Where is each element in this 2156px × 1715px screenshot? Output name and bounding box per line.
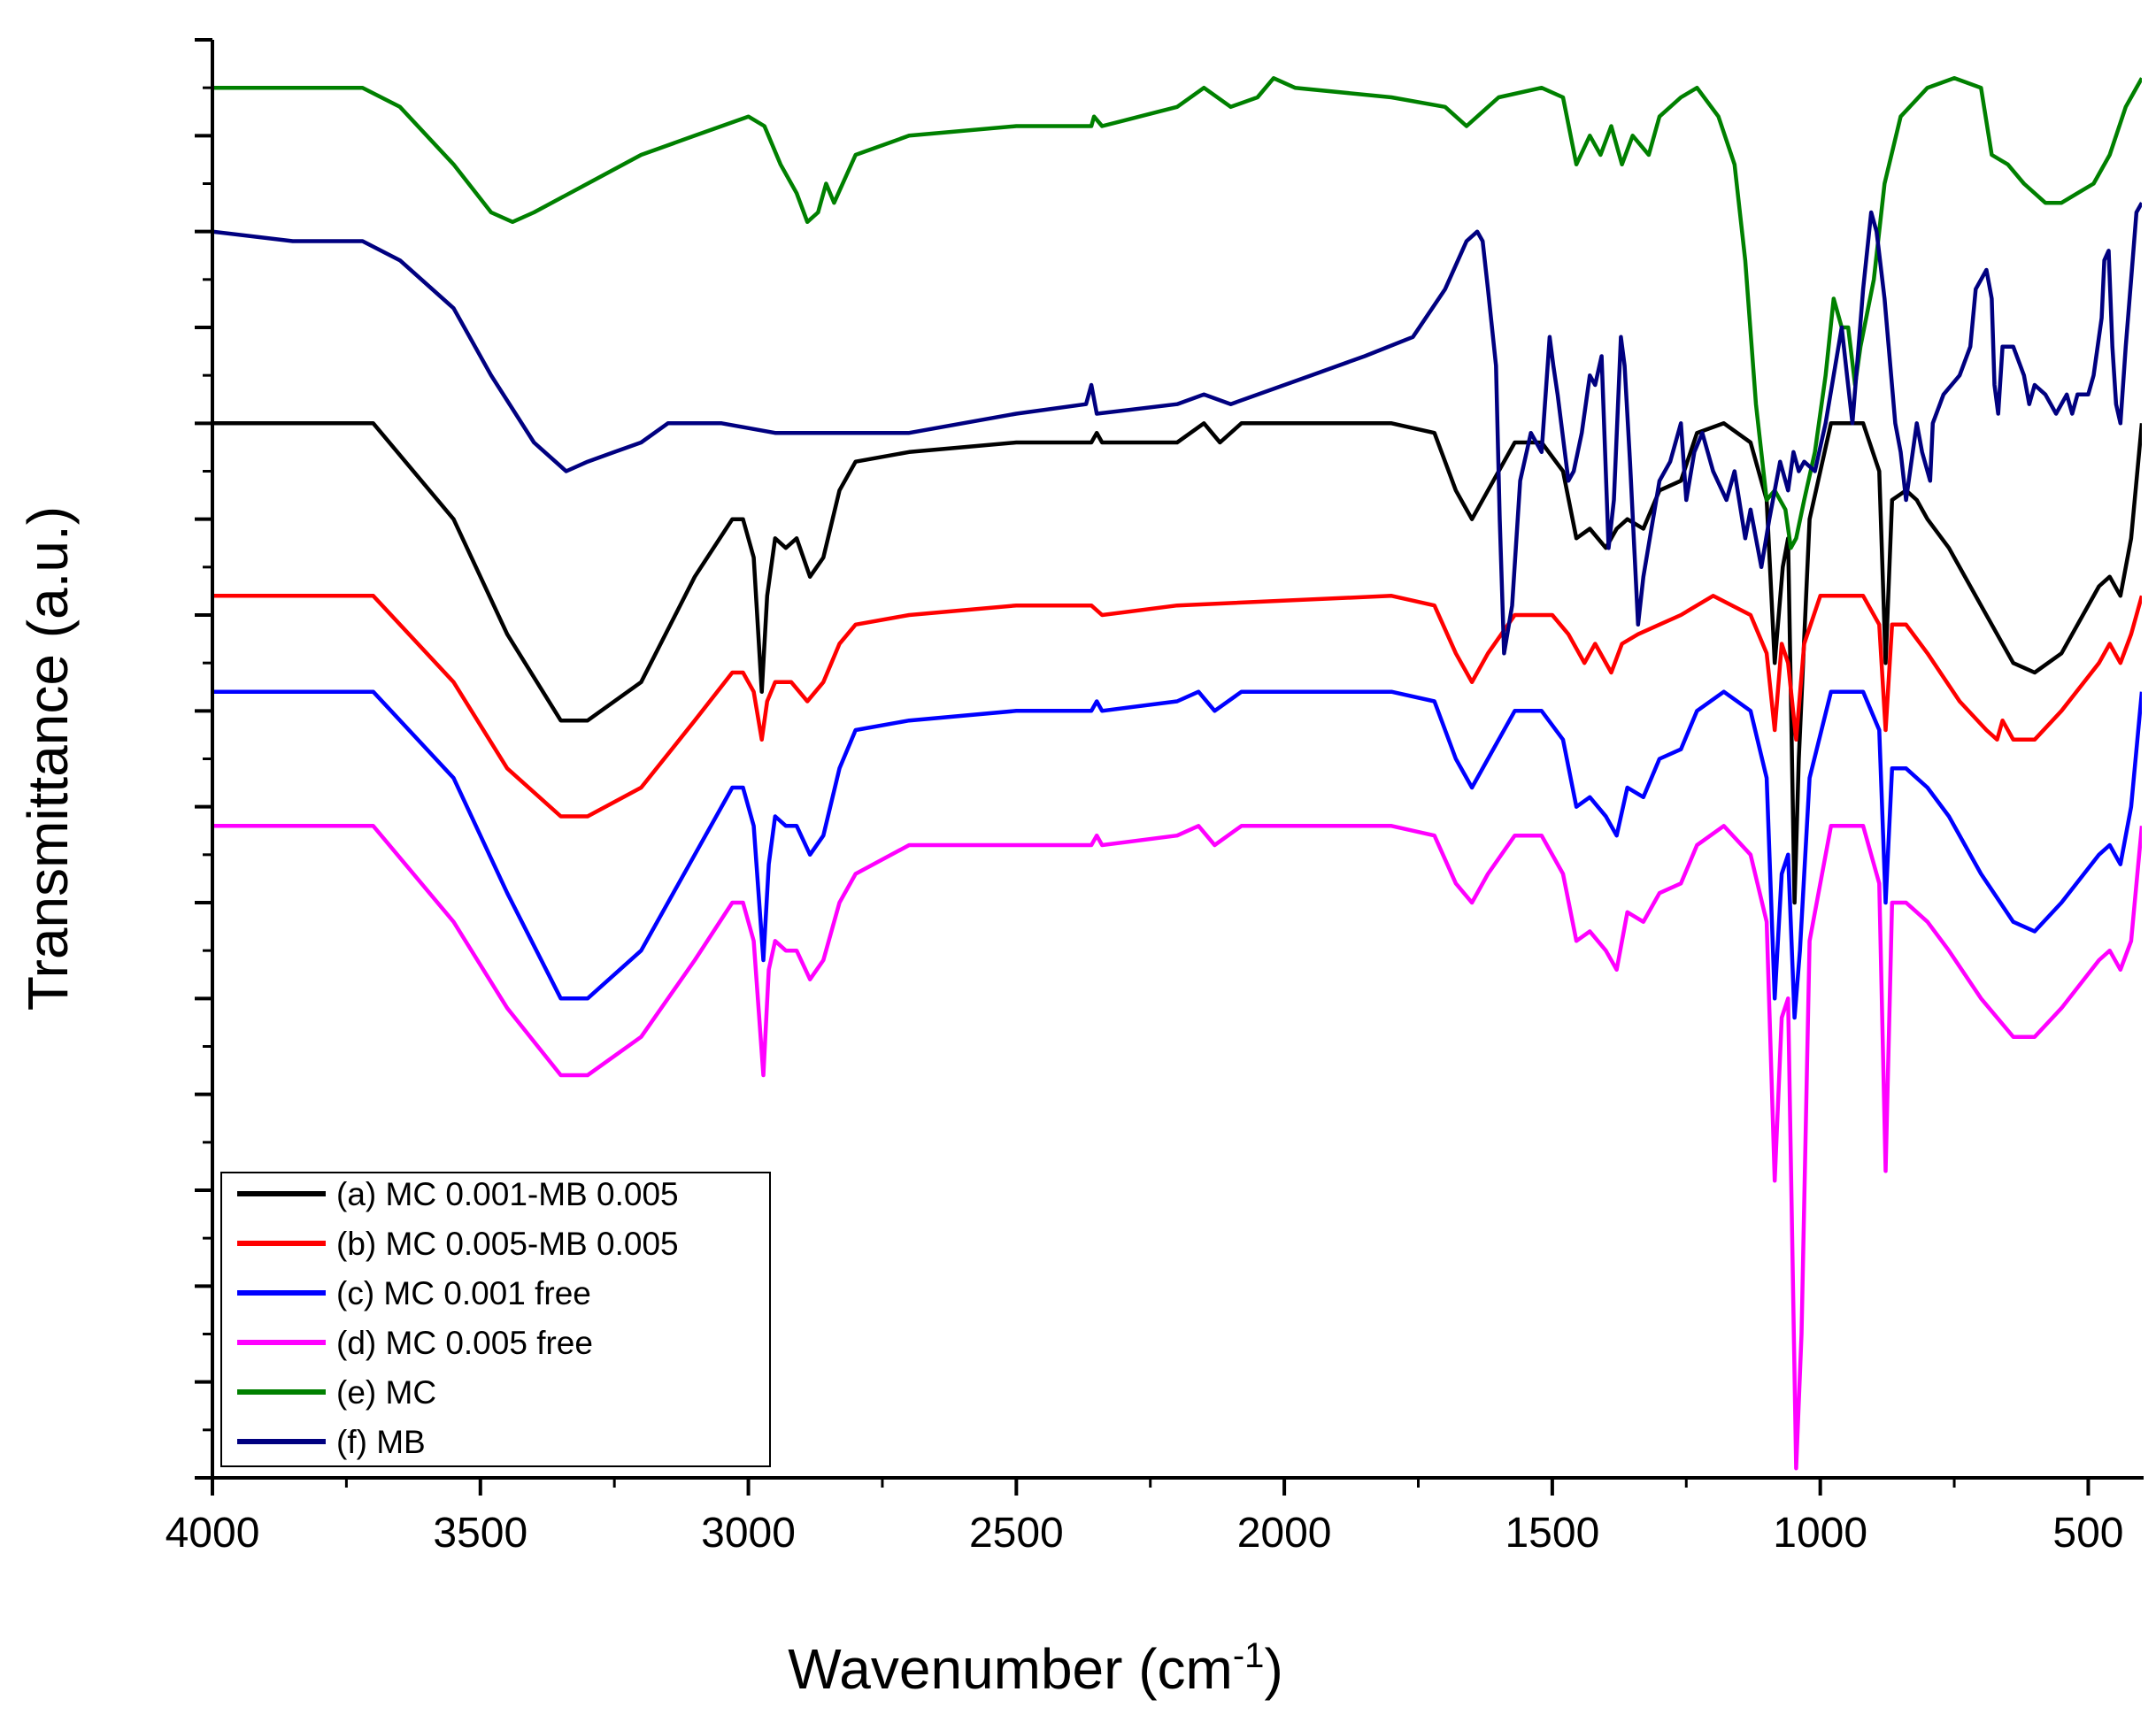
series-layer: [212, 76, 2142, 1471]
x-axis-title-sup: -1: [1233, 1636, 1265, 1675]
series-line: [212, 594, 2142, 819]
series-line: [212, 689, 2142, 1020]
series-line: [212, 824, 2142, 1471]
axes: 4000 3500 3000 2500 2000 1500 1000 500: [166, 38, 2144, 1557]
y-axis-title: Transmittance (a.u.): [16, 506, 80, 1011]
legend-label: (d) MC 0.005 free: [336, 1325, 593, 1361]
x-tick-label: 3000: [701, 1510, 796, 1557]
series-line: [212, 421, 2142, 905]
x-axis-title-close: ): [1264, 1637, 1282, 1701]
x-tick-label: 2000: [1237, 1510, 1332, 1557]
legend-label: (b) MC 0.005-MB 0.005: [336, 1226, 679, 1262]
series-line: [212, 202, 2142, 656]
legend-label: (f) MB: [336, 1424, 426, 1460]
y-ticks: [195, 38, 212, 1480]
series-line: [212, 76, 2142, 550]
legend: (a) MC 0.001-MB 0.005 (b) MC 0.005-MB 0.0…: [220, 1172, 771, 1467]
x-tick-label: 4000: [166, 1510, 260, 1557]
legend-label: (a) MC 0.001-MB 0.005: [336, 1176, 679, 1212]
legend-items: (a) MC 0.001-MB 0.005 (b) MC 0.005-MB 0.0…: [237, 1176, 679, 1460]
x-tick-label: 500: [2052, 1510, 2123, 1557]
x-axis-title: Wavenumber (cm-1): [788, 1636, 1283, 1701]
x-ticks: 4000 3500 3000 2500 2000 1500 1000 500: [166, 1478, 2123, 1557]
x-tick-label: 3500: [433, 1510, 527, 1557]
x-axis-title-main: Wavenumber (cm: [788, 1637, 1233, 1701]
legend-label: (c) MC 0.001 free: [336, 1275, 591, 1311]
x-tick-label: 2500: [969, 1510, 1064, 1557]
legend-box: [220, 1172, 771, 1467]
plot-area: [212, 76, 2142, 1471]
x-tick-label: 1500: [1505, 1510, 1599, 1557]
legend-label: (e) MC: [336, 1374, 436, 1411]
x-tick-label: 1000: [1773, 1510, 1867, 1557]
